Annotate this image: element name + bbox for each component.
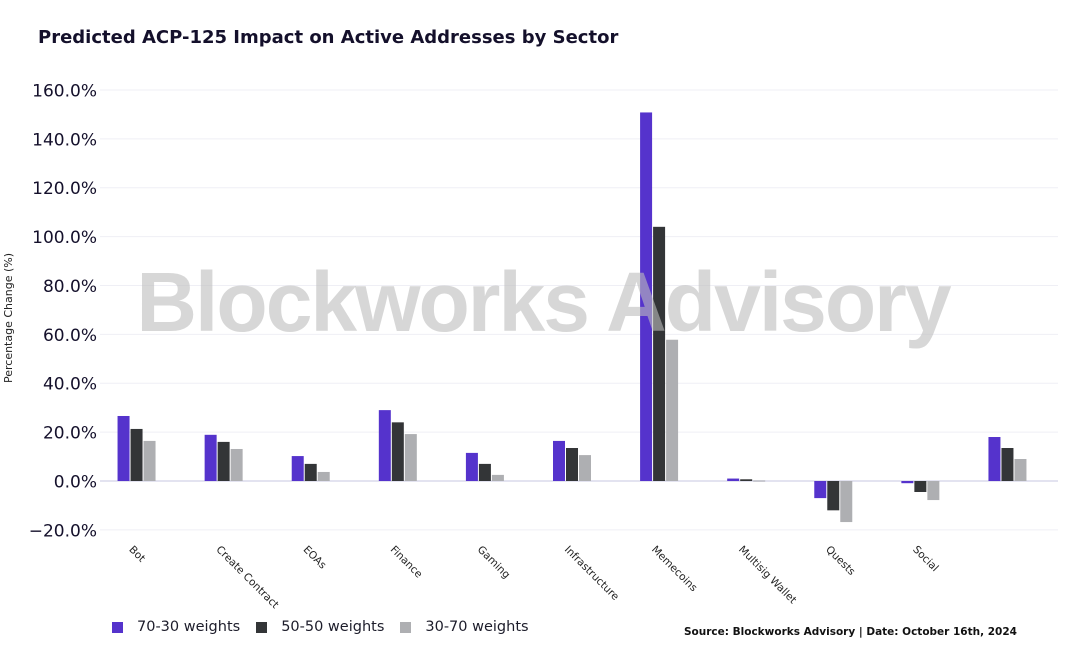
y-tick-label: 40.0% bbox=[43, 375, 97, 395]
legend-label: 50-50 weights bbox=[281, 619, 385, 635]
legend-item-30-70[interactable]: 30-70 weights bbox=[400, 619, 529, 635]
y-tick-label: 120.0% bbox=[32, 179, 97, 199]
legend-swatch bbox=[400, 621, 412, 633]
bar-gaming-series-2 bbox=[491, 474, 504, 481]
x-tick-label: Finance bbox=[388, 544, 425, 581]
bar-bot-series-2 bbox=[143, 440, 156, 481]
bar-quests-series-0 bbox=[814, 481, 827, 499]
y-tick-label: 160.0% bbox=[32, 81, 97, 101]
legend-label: 70-30 weights bbox=[137, 619, 241, 635]
y-tick-label: −20.0% bbox=[29, 521, 97, 541]
bar-infrastructure-series-0 bbox=[553, 440, 565, 481]
bar-unlabeled-series-2 bbox=[1014, 459, 1027, 481]
y-tick-label: 100.0% bbox=[32, 228, 97, 248]
bar-quests-series-2 bbox=[840, 481, 853, 523]
bar-gaming-series-0 bbox=[465, 452, 478, 481]
bar-bot-series-1 bbox=[130, 428, 143, 481]
x-tick-label: Multisig Wallet bbox=[736, 544, 799, 607]
y-tick-labels: −20.0% 0.0% 20.0% 40.0% 60.0% 80.0% 100.0% 120.… bbox=[29, 81, 97, 541]
bar-create-contract-series-1 bbox=[217, 441, 230, 481]
y-tick-label: 140.0% bbox=[32, 130, 97, 150]
bar-multisig-wallet-series-2 bbox=[753, 480, 766, 482]
bar-infrastructure-series-2 bbox=[579, 455, 591, 481]
x-tick-label: EOAs bbox=[301, 544, 329, 572]
legend-label: 30-70 weights bbox=[425, 619, 529, 635]
bar-finance-series-0 bbox=[378, 410, 391, 481]
bar-infrastructure-series-1 bbox=[566, 448, 578, 481]
bar-create-contract-series-2 bbox=[230, 448, 243, 481]
bar-memecoins-series-0 bbox=[640, 112, 653, 482]
bar-unlabeled-series-0 bbox=[988, 437, 1001, 481]
x-tick-labels: Bot Create Contract EOAs Finance Gaming Infra… bbox=[126, 544, 940, 611]
bar-finance-series-1 bbox=[391, 422, 404, 481]
legend-item-50-50[interactable]: 50-50 weights bbox=[256, 619, 384, 635]
bar-finance-series-2 bbox=[404, 434, 417, 481]
source-note: Source: Blockworks Advisory | Date: Octo… bbox=[684, 626, 1017, 638]
bar-multisig-wallet-series-1 bbox=[740, 479, 753, 481]
bars bbox=[117, 112, 1027, 523]
legend-swatch bbox=[256, 621, 268, 633]
bar-eoas-series-0 bbox=[291, 456, 304, 481]
y-tick-label: 60.0% bbox=[43, 326, 97, 346]
bar-quests-series-1 bbox=[827, 481, 840, 511]
legend-item-70-30[interactable]: 70-30 weights bbox=[112, 619, 240, 635]
x-tick-label: Memecoins bbox=[649, 544, 700, 595]
watermark: Blockworks Advisory bbox=[136, 255, 951, 349]
legend-swatch bbox=[112, 621, 123, 633]
bar-eoas-series-1 bbox=[304, 463, 317, 481]
bar-multisig-wallet-series-0 bbox=[727, 478, 740, 481]
bar-bot-series-0 bbox=[117, 415, 130, 481]
x-tick-label: Create Contract bbox=[214, 544, 281, 611]
bar-create-contract-series-0 bbox=[204, 434, 217, 481]
x-tick-label: Gaming bbox=[475, 544, 513, 582]
bar-social-series-2 bbox=[927, 481, 940, 501]
y-tick-label: 0.0% bbox=[54, 473, 97, 493]
x-tick-label: Infrastructure bbox=[562, 544, 621, 603]
y-tick-label: 20.0% bbox=[43, 424, 97, 444]
legend: 70-30 weights 50-50 weights 30-70 weight… bbox=[112, 619, 545, 635]
bar-memecoins-series-2 bbox=[666, 339, 679, 481]
bar-social-series-0 bbox=[901, 481, 914, 484]
y-axis-label: Percentage Change (%) bbox=[2, 253, 15, 383]
y-tick-label: 80.0% bbox=[43, 277, 97, 297]
x-tick-label: Quests bbox=[823, 544, 857, 578]
bar-unlabeled-series-1 bbox=[1001, 448, 1014, 481]
bar-gaming-series-1 bbox=[478, 463, 491, 481]
bar-social-series-1 bbox=[914, 481, 927, 492]
x-tick-label: Social bbox=[910, 544, 941, 575]
bar-memecoins-series-1 bbox=[653, 226, 666, 481]
x-tick-label: Bot bbox=[126, 544, 147, 565]
chart-title: Predicted ACP-125 Impact on Active Addre… bbox=[38, 27, 619, 48]
bar-eoas-series-2 bbox=[317, 471, 330, 481]
